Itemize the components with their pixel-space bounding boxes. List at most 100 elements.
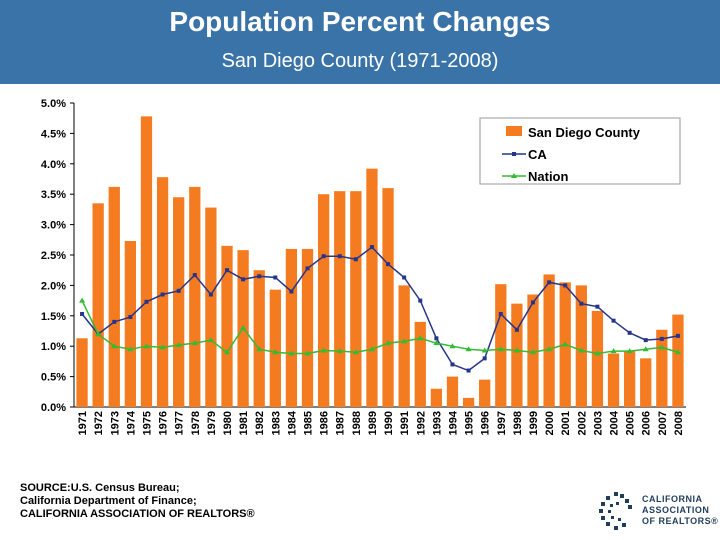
x-tick-label: 1976 [158, 411, 170, 435]
point-nation [417, 335, 424, 341]
point-ca [418, 298, 423, 303]
point-nation [320, 347, 327, 353]
x-tick-label: 1999 [528, 411, 540, 435]
point-nation [240, 324, 247, 330]
x-tick-label: 1987 [335, 411, 347, 435]
bar-2008 [672, 314, 684, 407]
x-tick-label: 2007 [657, 411, 669, 435]
bar-1992 [414, 321, 426, 407]
point-nation [256, 346, 263, 352]
point-nation [497, 346, 504, 352]
point-ca [353, 257, 358, 262]
x-tick-label: 1986 [319, 411, 331, 435]
line-nation [81, 300, 679, 355]
bar-1990 [382, 188, 394, 407]
point-ca [547, 280, 552, 285]
x-tick-label: 1980 [222, 411, 234, 435]
x-tick-label: 1983 [270, 411, 282, 435]
legend-marker [512, 152, 516, 156]
y-tick-label: 0.0% [41, 402, 66, 414]
bar-1995 [462, 397, 475, 407]
logo-line-3: OF REALTORS® [642, 516, 719, 526]
point-ca [144, 299, 149, 304]
bar-1996 [479, 379, 491, 407]
point-ca [434, 336, 439, 341]
point-nation [658, 344, 665, 350]
point-ca [289, 289, 294, 294]
y-tick-label: 1.0% [41, 341, 66, 353]
bar-1984 [285, 248, 298, 407]
x-tick-label: 1977 [174, 411, 186, 435]
point-ca [402, 275, 407, 280]
point-ca [208, 292, 213, 297]
point-ca [80, 311, 85, 316]
point-nation [530, 349, 536, 355]
y-tick-label: 5.0% [41, 98, 66, 110]
point-ca [659, 336, 664, 341]
car-logo: CALIFORNIA ASSOCIATION OF REALTORS® [594, 490, 718, 532]
legend-label: Nation [528, 169, 569, 184]
point-ca [273, 275, 278, 280]
point-nation [336, 348, 343, 354]
x-tick-label: 1993 [431, 411, 443, 435]
y-tick-label: 4.5% [41, 128, 66, 140]
bar-1979 [205, 207, 217, 407]
point-ca [386, 262, 391, 267]
y-tick-label: 0.5% [41, 372, 66, 384]
point-ca [611, 318, 616, 323]
x-tick-label: 1990 [383, 411, 395, 435]
bar-1976 [156, 177, 169, 407]
bar-1989 [366, 168, 378, 407]
x-tick-label: 1972 [93, 411, 105, 435]
y-tick-label: 3.5% [41, 189, 66, 201]
point-nation [401, 338, 408, 344]
y-tick-label: 1.5% [41, 311, 66, 323]
point-nation [224, 349, 230, 355]
bar-1975 [140, 116, 153, 407]
bar-1983 [269, 289, 281, 407]
point-nation [610, 348, 617, 354]
bar-1977 [173, 197, 185, 407]
point-nation [191, 340, 198, 346]
source-line-1: SOURCE:U.S. Census Bureau; [20, 482, 180, 494]
point-nation [175, 341, 182, 347]
x-tick-label: 1998 [512, 411, 524, 435]
point-nation [626, 348, 633, 354]
x-tick-label: 1971 [77, 411, 89, 435]
car-logo-text: CALIFORNIA ASSOCIATION OF REALTORS® [642, 494, 718, 527]
x-tick-label: 1974 [125, 410, 137, 435]
point-nation [79, 297, 86, 303]
bar-1972 [92, 203, 104, 407]
point-ca [337, 254, 342, 259]
bar-2007 [656, 329, 668, 407]
point-nation [481, 347, 488, 353]
bar-1973 [108, 186, 120, 407]
point-ca [579, 301, 584, 306]
chart: 0.0% 0.5% 1.0% 1.5% 2.0% 2.5% 3.0% 3.5% 4.0% 4.5%… [41, 98, 686, 435]
legend-marker [511, 173, 517, 178]
bar-1988 [350, 191, 362, 407]
x-tick-label: 1982 [254, 411, 266, 435]
logo-line-1: CALIFORNIA [642, 494, 703, 504]
point-nation [159, 344, 166, 350]
bar-1997 [495, 284, 507, 407]
point-ca [450, 362, 455, 367]
x-tick-label: 1975 [141, 411, 153, 435]
point-ca [112, 319, 117, 324]
point-nation [304, 350, 311, 356]
x-tick-label: 1989 [367, 411, 379, 435]
bar-2002 [575, 285, 587, 407]
bar-1991 [398, 285, 410, 407]
bar-1998 [511, 303, 523, 407]
bar-1986 [317, 194, 330, 407]
point-ca [563, 283, 568, 288]
point-nation [449, 343, 456, 349]
bar-1971 [76, 338, 88, 407]
bar-2005 [623, 351, 636, 407]
point-nation [127, 346, 134, 352]
point-ca [531, 300, 535, 305]
x-tick-label: 1991 [399, 411, 411, 435]
point-nation [207, 337, 214, 343]
point-nation [95, 331, 102, 337]
point-nation [594, 350, 601, 356]
